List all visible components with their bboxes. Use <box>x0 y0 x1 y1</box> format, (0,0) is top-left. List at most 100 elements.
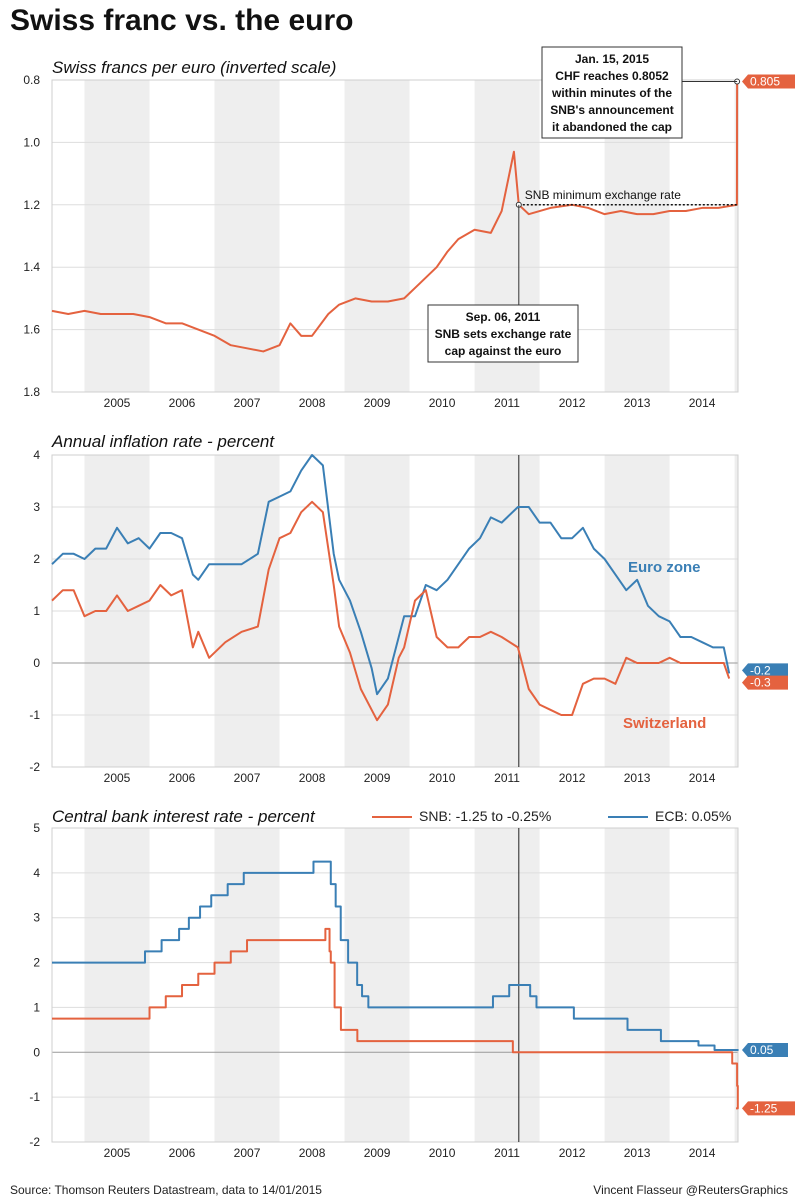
legend-label: SNB: -1.25 to -0.25% <box>419 808 551 824</box>
panel-title: Annual inflation rate - percent <box>51 432 275 451</box>
annotation-text: CHF reaches 0.8052 <box>555 69 669 83</box>
year-shade <box>344 828 410 1142</box>
end-value-tag <box>742 74 795 89</box>
y-tick-label: 1 <box>33 604 40 618</box>
y-tick-label: 0 <box>33 1045 40 1059</box>
y-tick-label: 1.2 <box>23 198 40 212</box>
y-tick-label: 3 <box>33 911 40 925</box>
annotation-box <box>427 304 579 363</box>
annotation-text: Jan. 15, 2015 <box>575 52 649 66</box>
y-tick-label: 2 <box>33 956 40 970</box>
x-tick-label: 2010 <box>429 771 456 785</box>
year-shade <box>734 828 738 1142</box>
series-label: Euro zone <box>628 559 701 576</box>
legend-label: ECB: 0.05% <box>655 808 731 824</box>
annotation-text: SNB's announcement <box>550 103 674 117</box>
x-tick-label: 2006 <box>169 396 196 410</box>
series-line-switzerland <box>51 500 731 722</box>
x-tick-label: 2013 <box>624 1146 651 1160</box>
x-tick-label: 2007 <box>234 396 261 410</box>
plot-frame <box>51 827 739 1143</box>
series-line-ecb- <box>52 860 739 1052</box>
y-tick-label: 1.4 <box>23 260 40 274</box>
end-value-label: -0.2 <box>750 663 771 677</box>
y-tick-label: -2 <box>29 760 40 774</box>
annotation-text: it abandoned the cap <box>552 120 672 134</box>
y-tick-label: 0 <box>33 656 40 670</box>
panel-infl: 4 3 2 1 0 -1 -2 2005 2006 2007 2008 2009 2010 2011 201… <box>29 432 788 785</box>
annotation-text: SNB sets exchange rate <box>435 327 572 341</box>
plot-frame <box>51 454 739 768</box>
x-tick-label: 2005 <box>104 771 131 785</box>
series-label: Switzerland <box>623 715 706 732</box>
end-value-tag <box>742 663 788 678</box>
x-tick-label: 2008 <box>299 771 326 785</box>
x-tick-label: 2006 <box>169 771 196 785</box>
x-tick-label: 2011 <box>494 771 520 785</box>
y-tick-label: 1.0 <box>23 135 40 149</box>
x-tick-label: 2011 <box>494 396 520 410</box>
reference-line-label: SNB minimum exchange rate <box>525 188 681 202</box>
series-line-euro-zone <box>51 454 731 696</box>
annotation-text: Sep. 06, 2011 <box>466 310 541 324</box>
end-value-tag <box>742 1101 795 1116</box>
x-tick-label: 2008 <box>299 1146 326 1160</box>
x-tick-label: 2013 <box>624 396 651 410</box>
y-tick-label: 4 <box>33 448 40 462</box>
year-shade <box>734 80 738 392</box>
x-tick-label: 2009 <box>364 771 391 785</box>
annotation-text: cap against the euro <box>445 344 562 358</box>
y-tick-label: 1.6 <box>23 323 40 337</box>
x-tick-label: 2012 <box>559 1146 586 1160</box>
year-shade <box>84 80 150 392</box>
y-tick-label: 1 <box>33 1000 40 1014</box>
panel-title: Central bank interest rate - percent <box>52 807 316 826</box>
end-value-label: -0.3 <box>750 676 771 690</box>
x-tick-label: 2012 <box>559 396 586 410</box>
year-shade <box>214 828 280 1142</box>
panel-fx: 0.8 1.0 1.2 1.4 1.6 1.8 2005 2006 2007 2008 2009 20… <box>23 46 795 410</box>
year-shade <box>344 80 410 392</box>
year-shade <box>214 80 280 392</box>
end-value-label: -1.25 <box>750 1101 778 1115</box>
x-tick-label: 2011 <box>494 1146 520 1160</box>
end-value-label: 0.05 <box>750 1043 774 1057</box>
y-tick-label: 2 <box>33 552 40 566</box>
series-line-snb-to- <box>52 927 739 1110</box>
year-shade <box>84 828 150 1142</box>
x-tick-label: 2005 <box>104 396 131 410</box>
x-tick-label: 2009 <box>364 396 391 410</box>
y-tick-label: 5 <box>33 821 40 835</box>
x-tick-label: 2010 <box>429 1146 456 1160</box>
credit-note: Vincent Flasseur @ReutersGraphics <box>593 1183 788 1197</box>
x-tick-label: 2010 <box>429 396 456 410</box>
x-tick-label: 2014 <box>689 771 716 785</box>
end-value-tag <box>742 675 788 690</box>
y-tick-label: 4 <box>33 866 40 880</box>
y-tick-label: -2 <box>29 1135 40 1149</box>
y-tick-label: 1.8 <box>23 385 40 399</box>
x-tick-label: 2005 <box>104 1146 131 1160</box>
end-value-label: 0.805 <box>750 75 780 89</box>
x-tick-label: 2007 <box>234 1146 261 1160</box>
x-tick-label: 2007 <box>234 771 261 785</box>
end-value-tag <box>742 1043 788 1058</box>
source-note: Source: Thomson Reuters Datastream, data… <box>10 1183 322 1197</box>
y-tick-label: -1 <box>29 1090 40 1104</box>
x-tick-label: 2014 <box>689 1146 716 1160</box>
panel-title: Swiss francs per euro (inverted scale) <box>52 58 336 77</box>
plot-frame <box>51 79 739 393</box>
x-tick-label: 2013 <box>624 771 651 785</box>
x-tick-label: 2014 <box>689 396 716 410</box>
panel-rates: 5 4 3 2 1 0 -1 -2 2005 2006 2007 2008 2009 2010 2011 20… <box>29 807 795 1160</box>
annotation-box <box>541 46 683 139</box>
series-line-fx <box>51 81 739 353</box>
y-tick-label: 3 <box>33 500 40 514</box>
y-tick-label: -1 <box>29 708 40 722</box>
annotation-text: within minutes of the <box>551 86 672 100</box>
x-tick-label: 2009 <box>364 1146 391 1160</box>
chart-title: Swiss franc vs. the euro <box>10 4 354 37</box>
x-tick-label: 2012 <box>559 771 586 785</box>
x-tick-label: 2008 <box>299 396 326 410</box>
